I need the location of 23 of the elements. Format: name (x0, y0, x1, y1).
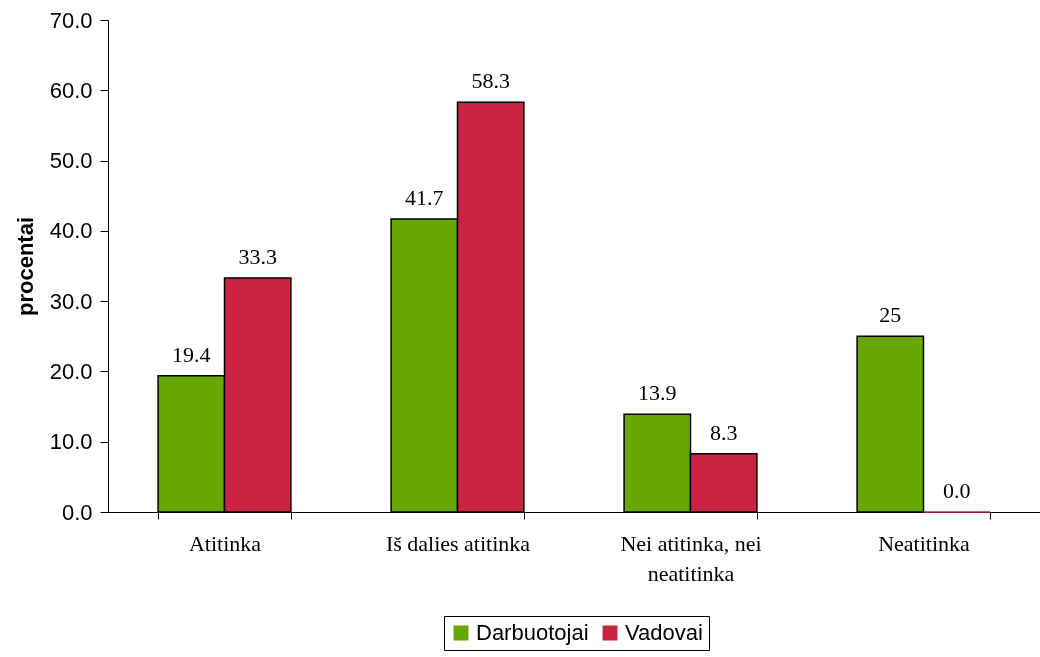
y-tick-label: 20.0 (49, 358, 93, 384)
y-tick-label: 40.0 (49, 218, 93, 244)
x-tick-label: Atitinka (188, 530, 262, 556)
legend-label: Darbuotojai (476, 620, 589, 645)
legend-label: Vadovai (625, 620, 703, 645)
x-tick-label: Nei atitinka, nei neatitinka (620, 530, 762, 586)
y-tick-label: 70.0 (49, 7, 93, 33)
data-label: 41.7 (405, 184, 444, 210)
data-label: 33.3 (238, 243, 277, 269)
data-label: 19.4 (172, 341, 211, 367)
y-tick-label: 50.0 (49, 148, 93, 174)
y-tick-label: 10.0 (49, 429, 93, 455)
data-label: 13.9 (638, 380, 677, 406)
data-label: 25 (879, 302, 902, 328)
y-tick-label: 30.0 (49, 288, 93, 314)
data-label: 58.3 (471, 68, 510, 94)
x-tick-label: Iš dalies atitinka (385, 530, 531, 556)
y-tick-label: 0.0 (61, 499, 93, 525)
data-label: 0.0 (942, 478, 971, 503)
x-tick-label: Neatitinka (878, 530, 971, 556)
y-axis-title: procentai (12, 216, 38, 317)
y-tick-label: 60.0 (49, 77, 93, 103)
data-label: 8.3 (709, 419, 738, 445)
